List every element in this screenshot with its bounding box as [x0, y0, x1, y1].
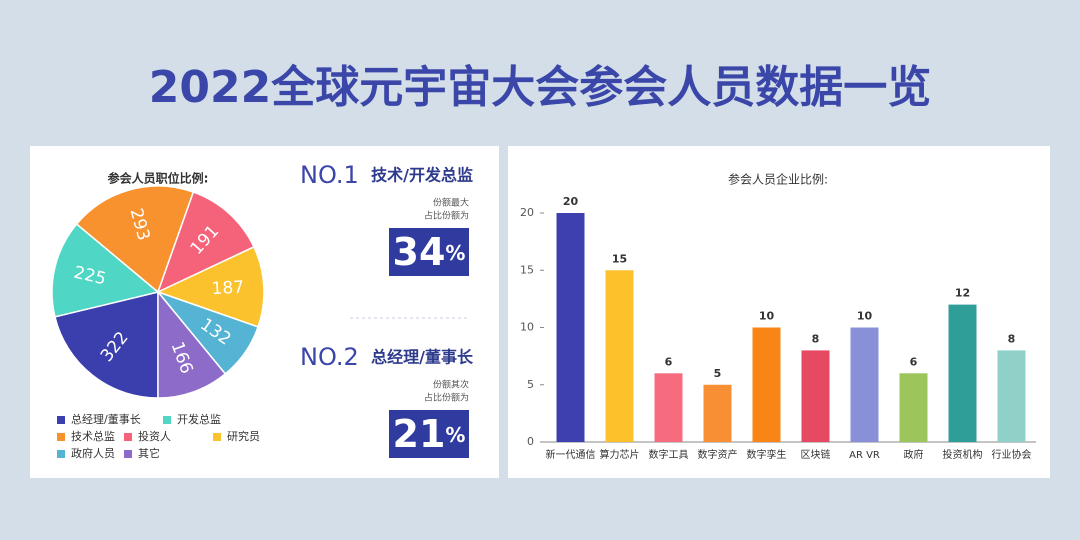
x-tick-label: 区块链 [801, 448, 831, 461]
pie-slice [51, 222, 160, 318]
bar [752, 327, 781, 442]
x-tick-label: AR VR [849, 450, 880, 461]
bar [899, 373, 928, 442]
pie-slice [157, 289, 227, 399]
legend-swatch [124, 433, 132, 441]
x-tick-label: 算力芯片 [600, 448, 640, 461]
bar-value-label: 8 [1008, 332, 1016, 345]
share-value: 21 [393, 412, 446, 456]
rank: NO.2 [300, 343, 359, 371]
y-tick-label: 5 [527, 378, 534, 391]
bar-value-label: 15 [612, 252, 627, 265]
x-tick-label: 投资机构 [943, 448, 983, 461]
legend-swatch [57, 433, 65, 441]
note: 份额其次 [433, 379, 469, 391]
x-tick-label: 新一代通信 [546, 448, 596, 461]
x-tick-label: 行业协会 [992, 448, 1032, 461]
pie-slice [156, 245, 265, 328]
y-tick-label: 0 [527, 435, 534, 448]
share-box [389, 228, 469, 276]
chart-title: 参会人员职位比例: [108, 171, 209, 186]
slice-label: 187 [211, 278, 244, 300]
rank: NO.1 [300, 161, 359, 189]
chart-title: 参会人员企业比例: [728, 172, 828, 187]
x-tick-label: 数字工具 [649, 448, 689, 461]
share-value: 34 [393, 230, 446, 274]
bar-value-label: 8 [812, 332, 820, 345]
legend-swatch [57, 416, 65, 424]
share-box [389, 410, 469, 458]
pie-slice [75, 185, 195, 294]
note: 份额最大 [433, 197, 469, 209]
legend-swatch [213, 433, 221, 441]
share-unit: % [445, 241, 465, 265]
share-text: 34% [393, 230, 466, 274]
bar-value-label: 6 [910, 355, 918, 368]
pie-slice [156, 191, 255, 294]
legend-label: 投资人 [138, 429, 171, 443]
legend-swatch [163, 416, 171, 424]
page-title: 2022全球元宇宙大会参会人员数据一览 [149, 62, 931, 113]
share-unit: % [445, 423, 465, 447]
legend-label: 技术总监 [71, 429, 115, 443]
legend-label: 其它 [138, 446, 160, 460]
rank-name: 技术/开发总监 [371, 166, 473, 185]
bar-value-label: 20 [563, 195, 579, 208]
legend-swatch [124, 450, 132, 458]
bar [654, 373, 683, 442]
rank-name: 总经理/董事长 [371, 348, 474, 367]
bar [997, 350, 1026, 442]
bar [948, 304, 977, 442]
legend-label: 开发总监 [177, 412, 221, 426]
bar-value-label: 10 [759, 310, 775, 323]
y-tick-label: 15 [520, 263, 534, 276]
x-tick-label: 数字孪生 [747, 448, 787, 461]
note: 占比份额为 [424, 392, 469, 404]
bar [605, 270, 634, 442]
note: 占比份额为 [424, 210, 469, 222]
legend-swatch [57, 450, 65, 458]
bar [703, 384, 732, 442]
bar [850, 327, 879, 442]
legend-label: 政府人员 [71, 446, 115, 460]
legend-label: 研究员 [227, 429, 260, 443]
bar [801, 350, 830, 442]
x-tick-label: 数字资产 [698, 448, 738, 461]
share-text: 21% [393, 412, 466, 456]
y-tick-label: 10 [520, 321, 534, 334]
legend-label: 总经理/董事长 [71, 412, 141, 426]
bar-value-label: 5 [714, 367, 722, 380]
bar-value-label: 12 [955, 287, 970, 300]
y-tick-label: 20 [520, 206, 534, 219]
bar-value-label: 10 [857, 310, 873, 323]
bar-value-label: 6 [665, 355, 673, 368]
x-tick-label: 政府 [904, 448, 924, 461]
pie-slice [54, 291, 159, 399]
bar [556, 213, 585, 442]
